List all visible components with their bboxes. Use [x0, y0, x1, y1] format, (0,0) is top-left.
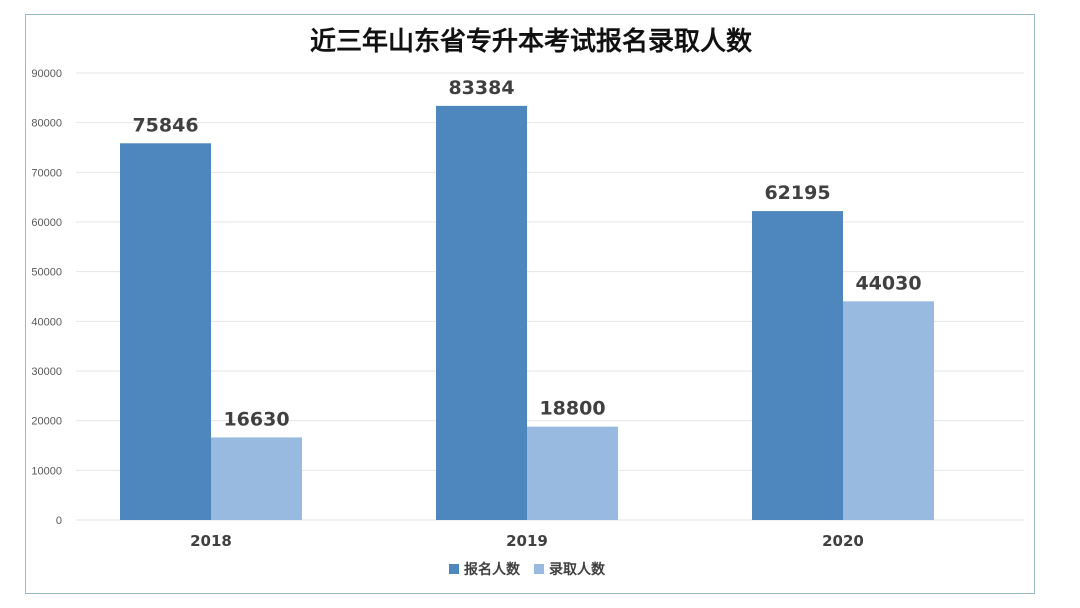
data-label-2018-series-1: 16630: [223, 408, 289, 430]
x-tick-label: 2019: [506, 532, 548, 550]
bars: [120, 105, 934, 521]
y-axis-ticks: 0 10000 20000 30000 40000 50000 60000 70000 8000…: [31, 68, 62, 527]
y-tick-label: 30000: [31, 366, 62, 378]
y-tick-label: 50000: [31, 267, 62, 279]
chart: 近三年山东省专升本考试报名录取人数 0 10000 20000 30000 40000 5…: [31, 26, 1024, 578]
data-label-2019-series-0: 83384: [448, 77, 514, 99]
bar-2019-series-0: [436, 105, 527, 520]
y-tick-label: 40000: [31, 316, 62, 328]
chart-title: 近三年山东省专升本考试报名录取人数: [310, 26, 753, 57]
y-tick-label: 20000: [31, 416, 62, 428]
legend-swatch-series-0: [449, 564, 459, 574]
x-tick-label: 2020: [822, 532, 864, 550]
y-tick-label: 80000: [31, 118, 62, 130]
data-label-2019-series-1: 18800: [539, 398, 605, 420]
legend: 报名人数 录取人数: [449, 561, 606, 578]
chart-frame: 近三年山东省专升本考试报名录取人数 0 10000 20000 30000 40000 5…: [25, 14, 1035, 594]
legend-label-series-0: 报名人数: [464, 561, 521, 578]
data-label-2018-series-0: 75846: [132, 114, 198, 136]
data-label-2020-series-0: 62195: [764, 182, 830, 204]
y-tick-label: 60000: [31, 217, 62, 229]
data-labels: 75846 16630 83384 18800 62195 44030: [132, 77, 921, 431]
bar-2020-series-0: [752, 211, 843, 521]
bar-2020-series-1: [843, 301, 934, 520]
bar-2018-series-0: [120, 143, 211, 520]
legend-swatch-series-1: [534, 564, 544, 574]
y-tick-label: 0: [56, 515, 62, 527]
y-tick-label: 10000: [31, 465, 62, 477]
x-axis-ticks: 2018 2019 2020: [190, 532, 864, 550]
bar-2019-series-1: [527, 426, 618, 520]
x-tick-label: 2018: [190, 532, 232, 550]
data-label-2020-series-1: 44030: [855, 272, 921, 294]
bar-2018-series-1: [211, 437, 302, 520]
legend-label-series-1: 录取人数: [549, 561, 606, 578]
y-tick-label: 90000: [31, 68, 62, 80]
y-tick-label: 70000: [31, 167, 62, 179]
